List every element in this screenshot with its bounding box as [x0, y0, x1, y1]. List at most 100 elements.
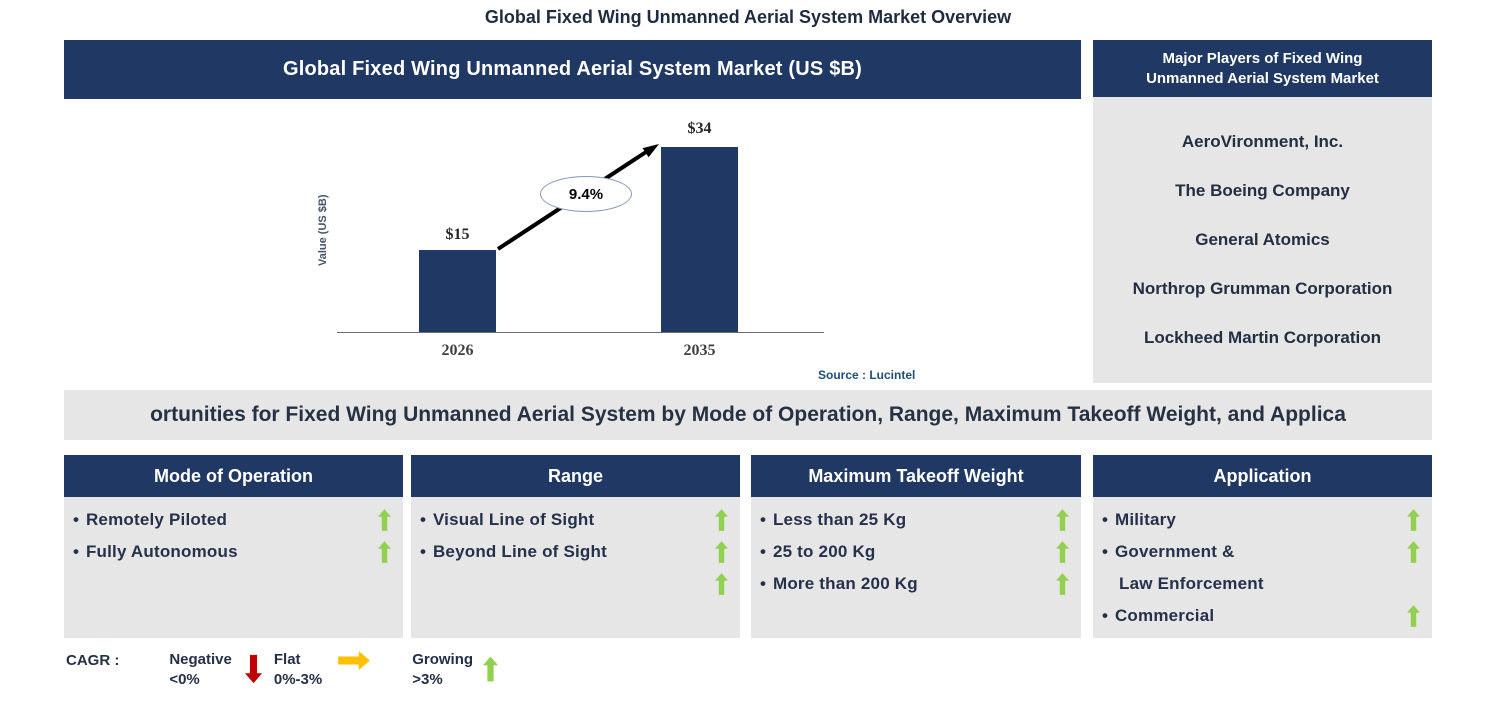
segment-body: • Visual Line of Sight • Beyond Line of …	[411, 497, 740, 638]
segment-item-label: Visual Line of Sight	[432, 510, 595, 529]
growing-up-arrow-icon	[1056, 573, 1069, 595]
bullet: •	[760, 510, 766, 529]
list-item: • Remotely Piloted	[64, 504, 403, 536]
x-tick-2026: 2026	[441, 342, 474, 359]
bullet: •	[420, 542, 426, 561]
bullet: •	[1102, 606, 1108, 625]
bar-value-label: $15	[445, 226, 470, 243]
segment-item-label: More than 200 Kg	[772, 574, 918, 593]
segment-item-label: Commercial	[1114, 606, 1215, 625]
list-item: • Visual Line of Sight	[411, 504, 740, 536]
chart-title-bar: Global Fixed Wing Unmanned Aerial System…	[64, 40, 1081, 99]
segment-body: • Remotely Piloted • Fully Autonomous	[64, 497, 403, 638]
growing-up-arrow-icon	[1056, 541, 1069, 563]
cagr-legend: CAGR : Negative <0% Flat 0%-3% Growing >…	[66, 650, 499, 691]
list-item: Law Enforcement	[1093, 568, 1432, 600]
legend-entry-flat: Flat 0%-3%	[273, 650, 371, 691]
bullet: •	[760, 574, 766, 593]
company-name: General Atomics	[1195, 230, 1330, 249]
bullet: •	[1102, 510, 1108, 529]
segment-header: Application	[1093, 455, 1432, 497]
segment-body: • Less than 25 Kg • 25 to 200 Kg • More …	[751, 497, 1081, 638]
growing-up-arrow-icon	[715, 573, 728, 595]
major-players-header-text: Major Players of Fixed Wing Unmanned Aer…	[1146, 50, 1379, 87]
segment-item-label: Beyond Line of Sight	[432, 542, 607, 561]
list-item	[411, 568, 740, 600]
segment-body: • Military • Government & Law Enforcemen…	[1093, 497, 1432, 638]
segment-item-label: Law Enforcement	[1119, 574, 1264, 593]
segment-box-range: Range • Visual Line of Sight • Beyond Li…	[411, 455, 740, 638]
bullet: •	[760, 542, 766, 561]
list-item: • Fully Autonomous	[64, 536, 403, 568]
source-credit: Source : Lucintel	[818, 368, 916, 382]
growing-up-arrow-icon	[1056, 509, 1069, 531]
segment-box-max-takeoff-weight: Maximum Takeoff Weight • Less than 25 Kg…	[751, 455, 1081, 638]
cagr-callout: 9.4%	[540, 176, 632, 212]
x-tick-2035: 2035	[683, 342, 716, 359]
list-item: • Less than 25 Kg	[751, 504, 1081, 536]
list-item: • More than 200 Kg	[751, 568, 1081, 600]
segment-item-label: Military	[1114, 510, 1177, 529]
list-item: • Beyond Line of Sight	[411, 536, 740, 568]
company-name: Lockheed Martin Corporation	[1143, 328, 1382, 347]
cagr-value: 9.4%	[568, 185, 604, 203]
negative-down-arrow-icon	[244, 651, 262, 687]
page-title: Global Fixed Wing Unmanned Aerial System…	[484, 7, 1012, 27]
segment-item-label: 25 to 200 Kg	[772, 542, 876, 561]
company-name: The Boeing Company	[1175, 181, 1350, 200]
growing-up-arrow-icon	[378, 541, 391, 563]
growth-trend-arrow-icon	[496, 144, 659, 251]
company-name: Northrop Grumman Corporation	[1132, 279, 1393, 298]
cagr-legend-label: CAGR :	[66, 652, 120, 669]
growing-up-arrow-icon	[715, 541, 728, 563]
list-item: • Military	[1093, 504, 1432, 536]
segment-header-text: Range	[547, 465, 603, 486]
company-name: AeroVironment, Inc.	[1181, 132, 1344, 151]
opportunities-banner: ortunities for Fixed Wing Unmanned Aeria…	[64, 390, 1432, 440]
legend-range: <0%	[169, 671, 200, 689]
segment-box-application: Application • Military • Government & La…	[1093, 455, 1432, 638]
growing-up-arrow-icon	[1407, 509, 1420, 531]
legend-entry-growing: Growing >3%	[412, 650, 499, 691]
segment-item-label: Remotely Piloted	[85, 510, 228, 529]
legend-name: Growing	[412, 651, 474, 668]
list-item: • Commercial	[1093, 600, 1432, 632]
segment-header-text: Mode of Operation	[154, 465, 313, 486]
segment-item-label: Government &	[1114, 542, 1235, 561]
opportunities-banner-text: ortunities for Fixed Wing Unmanned Aeria…	[150, 403, 1346, 426]
segment-header: Mode of Operation	[64, 455, 403, 497]
x-axis-line	[337, 332, 824, 333]
growing-up-arrow-icon	[715, 509, 728, 531]
bar-value-label: $34	[687, 120, 712, 137]
segment-header-text: Application	[1213, 465, 1312, 486]
growing-up-arrow-icon	[1407, 541, 1420, 563]
market-bar-chart: Value (US $B) $15 $34 2026 2035 9.4% Sou…	[64, 99, 1081, 390]
segment-header: Range	[411, 455, 740, 497]
growing-up-arrow-icon	[483, 651, 499, 687]
legend-name: Flat	[273, 651, 301, 668]
major-players-list: AeroVironment, Inc. The Boeing Company G…	[1093, 97, 1432, 383]
segment-box-mode-of-operation: Mode of Operation • Remotely Piloted • F…	[64, 455, 403, 638]
bullet: •	[73, 542, 79, 561]
y-axis-label: Value (US $B)	[317, 194, 329, 266]
flat-right-arrow-icon	[338, 651, 371, 670]
bullet: •	[1102, 542, 1108, 561]
segment-header: Maximum Takeoff Weight	[751, 455, 1081, 497]
legend-entry-negative: Negative <0%	[169, 650, 262, 691]
bullet: •	[73, 510, 79, 529]
list-item: • Government &	[1093, 536, 1432, 568]
bar-2026	[419, 250, 496, 332]
segment-item-label: Less than 25 Kg	[772, 510, 907, 529]
bar-2035	[661, 147, 738, 332]
segment-item-label: Fully Autonomous	[85, 542, 238, 561]
growing-up-arrow-icon	[378, 509, 391, 531]
chart-title-text: Global Fixed Wing Unmanned Aerial System…	[282, 58, 863, 80]
legend-name: Negative	[169, 651, 232, 668]
legend-range: >3%	[412, 671, 443, 689]
legend-range: 0%-3%	[273, 671, 323, 689]
growing-up-arrow-icon	[1407, 605, 1420, 627]
segment-header-text: Maximum Takeoff Weight	[808, 465, 1024, 486]
bullet: •	[420, 510, 426, 529]
major-players-panel: Major Players of Fixed Wing Unmanned Aer…	[1093, 40, 1432, 383]
